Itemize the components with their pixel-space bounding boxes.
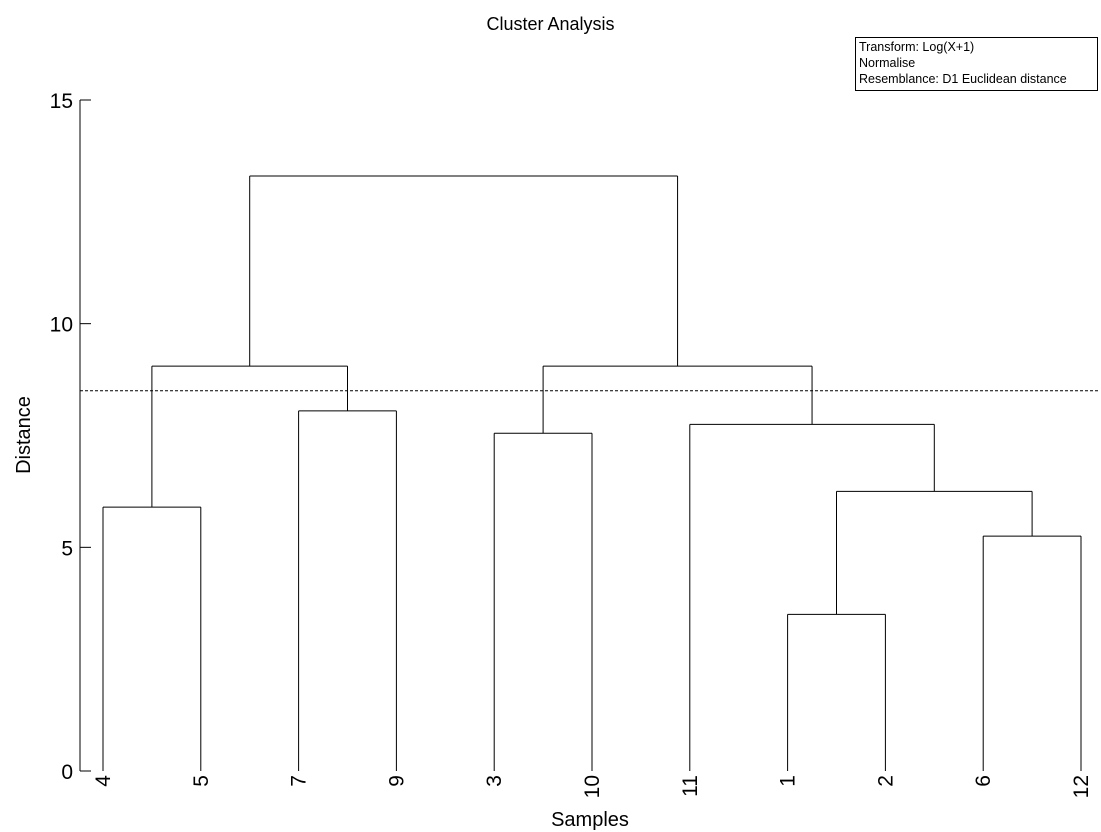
leaf-label: 10: [581, 775, 604, 798]
leaf-label: 6: [972, 775, 995, 787]
leaf-label: 3: [483, 775, 506, 787]
leaf-label: 9: [385, 775, 408, 787]
legend-box: Transform: Log(X+1) Normalise Resemblanc…: [855, 37, 1098, 91]
leaf-label: 4: [92, 775, 115, 787]
leaf-label: 7: [288, 775, 311, 787]
x-axis-label: Samples: [551, 809, 629, 831]
leaf-label: 1: [777, 775, 800, 787]
leaf-label: 2: [874, 775, 897, 787]
leaf-label: 5: [190, 775, 213, 787]
y-tick-label: 10: [50, 314, 73, 337]
legend-normalise: Normalise: [859, 56, 916, 70]
leaf-label: 12: [1070, 775, 1093, 798]
chart-title: Cluster Analysis: [486, 14, 615, 34]
legend-resemblance: Resemblance: D1 Euclidean distance: [859, 72, 1067, 86]
axis-layer: 0 5 10 15: [50, 90, 91, 784]
dendrogram-tree: [102, 175, 1082, 771]
leaf-label-layer: 4 5 7 9 3 10 11 1 2 6 12: [92, 775, 1093, 799]
y-tick-label: 0: [61, 761, 73, 784]
y-tick-label: 5: [61, 537, 73, 560]
leaf-label: 11: [679, 775, 702, 797]
y-tick-label: 15: [50, 90, 73, 113]
y-axis-label: Distance: [13, 396, 35, 474]
legend-transform: Transform: Log(X+1): [859, 40, 975, 54]
